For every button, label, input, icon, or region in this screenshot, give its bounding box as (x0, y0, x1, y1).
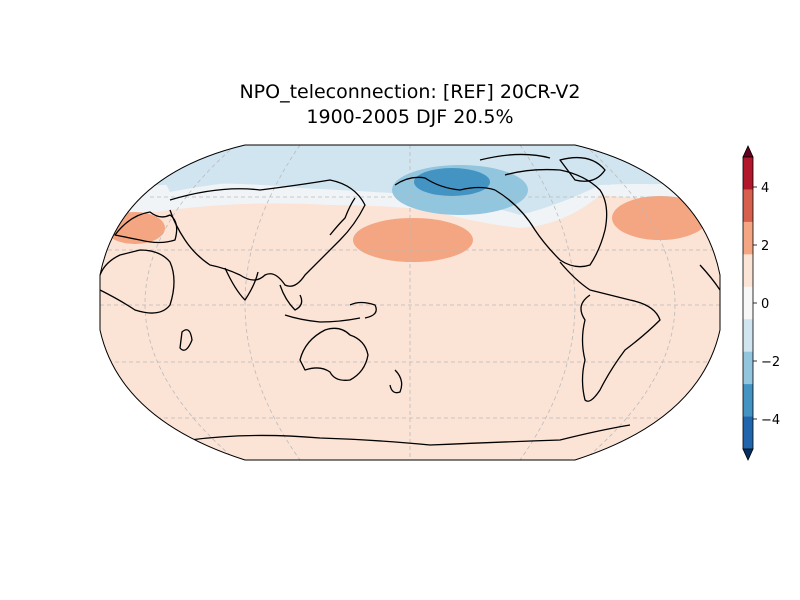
colorbar-tick-label: −2 (761, 355, 780, 370)
coast-se-asia (279, 284, 303, 311)
colorbar-tick-label: 2 (761, 239, 769, 254)
coast-madagascar (179, 329, 193, 351)
coast-asia (169, 179, 366, 287)
colorbar-segment (743, 221, 753, 255)
coast-africa (100, 249, 175, 314)
coast-new-zealand (389, 369, 403, 394)
coast-indonesia (284, 314, 361, 323)
coast-north-america (494, 168, 608, 268)
colorbar-segment (743, 286, 753, 320)
coast-antarctica (189, 424, 631, 446)
colorbar-segment (743, 351, 753, 385)
colorbar-segment (743, 157, 753, 190)
colorbar-segment (743, 254, 753, 288)
map-title-line-2: 1900-2005 DJF 20.5% (306, 106, 514, 128)
coast-alaska (394, 176, 496, 191)
gridline-meridian-60e (144, 149, 231, 456)
colorbar-segment (743, 384, 753, 417)
coastlines (100, 153, 720, 446)
coast-greenland (559, 156, 606, 182)
coast-india (224, 267, 259, 301)
map-outline (99, 144, 721, 461)
coast-west-africa (699, 264, 720, 291)
coast-europe (114, 211, 178, 244)
gridlines (100, 145, 720, 460)
gridline-meridian-60w (589, 149, 676, 456)
colorbar-tick-label: −4 (761, 413, 780, 428)
north-pacific-negative-core (414, 168, 490, 196)
gridline-meridian-120w (519, 145, 576, 460)
coast-new-guinea (349, 301, 377, 319)
colorbar-segment (743, 319, 753, 352)
colorbar-extend-min (742, 448, 754, 461)
map-title-line-1: NPO_teleconnection: [REF] 20CR-V2 (239, 81, 581, 103)
coast-australia (299, 327, 369, 381)
colorbar-tick-label: 0 (761, 297, 769, 312)
colorbar-segment (743, 189, 753, 223)
north-atlantic-positive (612, 196, 708, 240)
colorbar-extend-max (742, 145, 754, 158)
north-pacific-positive (353, 218, 473, 262)
colorbar: 4 2 0 −2 −4 (742, 145, 780, 461)
coast-japan (329, 197, 356, 236)
coast-south-america (559, 261, 661, 402)
coast-arctic-islands (479, 153, 551, 161)
colorbar-tick-label: 4 (761, 181, 769, 196)
colorbar-segment (743, 416, 753, 450)
